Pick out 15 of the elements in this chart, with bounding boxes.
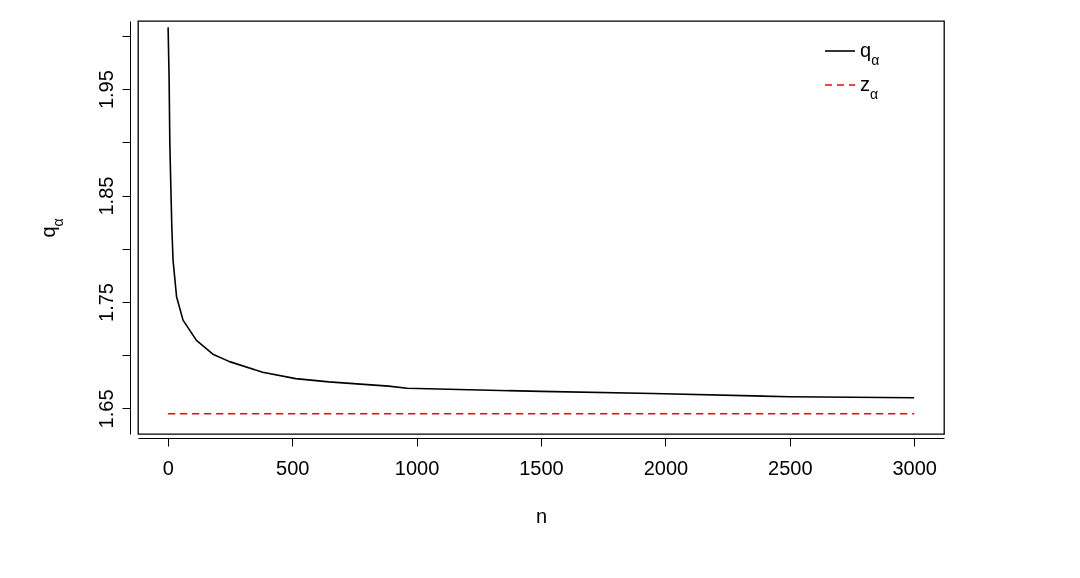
- y-tick-label: 1.85: [94, 176, 117, 216]
- line-series: [167, 26, 915, 399]
- x-axis-title: n: [535, 504, 548, 527]
- y-tick-label: 1.95: [94, 70, 117, 110]
- x-tick-label: 0: [162, 456, 174, 479]
- x-tick-label: 2000: [643, 456, 689, 479]
- x-tick-label: 1500: [519, 456, 564, 479]
- legend-label: q$_{α}$: [860, 39, 880, 68]
- x-tick-label: 2500: [768, 456, 813, 479]
- y-tick-label: 1.75: [94, 283, 117, 322]
- y-tick-label: 1.65: [94, 389, 117, 429]
- x-tick-label: 1000: [394, 456, 440, 479]
- x-tick-label: 3000: [892, 456, 937, 479]
- x-tick-label: 500: [276, 456, 310, 479]
- legend-label: z$_{α}$: [860, 73, 879, 102]
